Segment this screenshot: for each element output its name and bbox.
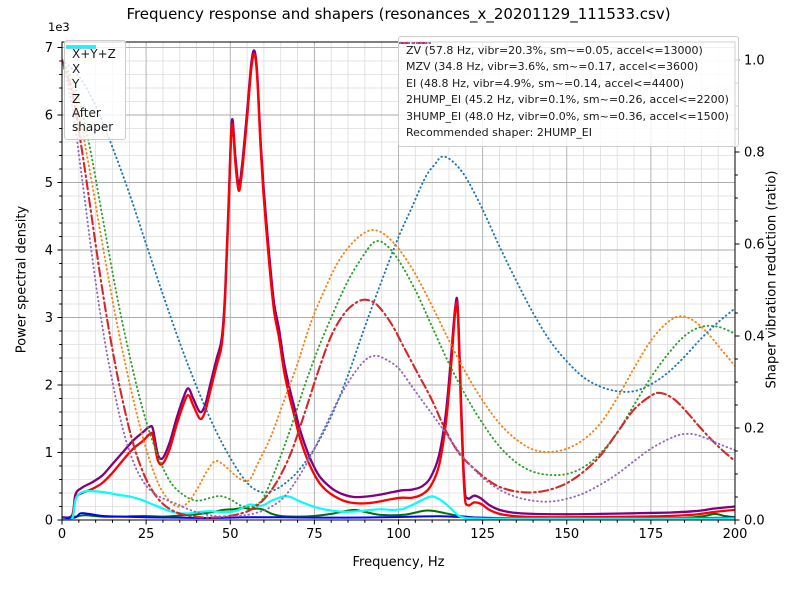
x-tick-label: 200 [723,527,748,542]
legend-label: Z [72,91,81,106]
legend-recommended-shaper-note: Recommended shaper: 2HUMP_EI [406,125,729,142]
y-left-tick-label: 7 [45,41,53,56]
x-tick-label: 175 [638,527,663,542]
legend-item-2hump_ei: 2HUMP_EI (45.2 Hz, vibr=0.1%, sm~=0.26, … [399,42,729,109]
legend-label: X+Y+Z [72,46,116,61]
y-left-tick-label: 4 [45,244,53,259]
y-right-tick-label: 0.4 [744,330,765,345]
legend-item-3hump_ei: 3HUMP_EI (48.0 Hz, vibr=0.0%, sm~=0.36, … [399,42,729,125]
curve-mzv [62,59,735,508]
legend-label: After shaper [72,106,114,134]
y-right-tick-label: 0.0 [744,514,765,529]
legend-shapers: ZV (57.8 Hz, vibr=20.3%, sm~=0.05, accel… [398,36,739,147]
y-left-tick-label: 1 [45,446,53,461]
tick-labels: 0 25 50 75 100 125 150 175 200 0 1 2 3 4 5 6 7 0.0 0.2 0.4 0… [45,41,765,542]
x-tick-label: 150 [554,527,579,542]
y-axis-label-right: Shaper vibration reduction (ratio) [764,170,780,389]
legend-label: EI (48.8 Hz, vibr=4.9%, sm~=0.14, accel<… [406,76,684,90]
y-left-tick-label: 5 [45,176,53,191]
x-axis-label: Frequency, Hz [352,555,445,570]
x-tick-label: 75 [306,527,323,542]
y-axis-offset-label: 1e3 [48,20,70,34]
curve-after-shaper [62,489,735,520]
legend-item-zv: ZV (57.8 Hz, vibr=20.3%, sm~=0.05, accel… [399,42,729,59]
legend-item-mzv: MZV (34.8 Hz, vibr=3.6%, sm~=0.17, accel… [399,42,729,76]
x-tick-label: 100 [386,527,411,542]
legend-label: MZV (34.8 Hz, vibr=3.6%, sm~=0.17, accel… [406,60,699,74]
x-tick-label: 0 [58,527,66,542]
legend-label: ZV (57.8 Hz, vibr=20.3%, sm~=0.05, accel… [406,43,703,57]
curves [62,49,735,520]
y-left-tick-label: 6 [45,109,53,124]
y-right-tick-label: 0.2 [744,422,765,437]
chart-title: Frequency response and shapers (resonanc… [126,5,671,23]
legend-item-z: Z [66,45,116,106]
legend-psd: X+Y+Z X Y Z After shaper [64,40,126,140]
legend-item-ei: EI (48.8 Hz, vibr=4.9%, sm~=0.14, accel<… [399,42,729,92]
y-left-tick-label: 0 [45,514,53,529]
legend-item-after-shaper: After shaper [66,45,116,134]
legend-label: X [72,61,81,76]
curve-x [62,52,735,520]
y-axis-label-left: Power spectral density [14,205,30,354]
x-tick-label: 125 [470,527,495,542]
legend-line-swatch [399,42,431,44]
legend-item-y: Y [66,45,116,91]
y-right-tick-label: 1.0 [744,54,765,69]
y-right-tick-label: 0.8 [744,146,765,161]
curve-x-y-z [62,49,735,519]
legend-label: Y [72,76,80,91]
legend-line-swatch [66,45,96,49]
y-left-tick-label: 3 [45,311,53,326]
legend-line-swatch [399,37,431,49]
curve-ei [62,59,735,509]
legend-label: 2HUMP_EI (45.2 Hz, vibr=0.1%, sm~=0.26, … [406,93,729,107]
x-tick-label: 50 [222,527,239,542]
tick-marks [57,47,740,525]
x-tick-label: 25 [138,527,155,542]
y-left-tick-label: 2 [45,379,53,394]
legend-label: Recommended shaper: 2HUMP_EI [406,126,592,140]
legend-item-x: X [66,45,116,76]
curve-3hump-ei [62,59,735,518]
y-right-tick-label: 0.6 [744,238,765,253]
curve-zv [62,59,735,494]
curve-2hump-ei [62,58,735,519]
legend-label: 3HUMP_EI (48.0 Hz, vibr=0.0%, sm~=0.36, … [406,109,729,123]
